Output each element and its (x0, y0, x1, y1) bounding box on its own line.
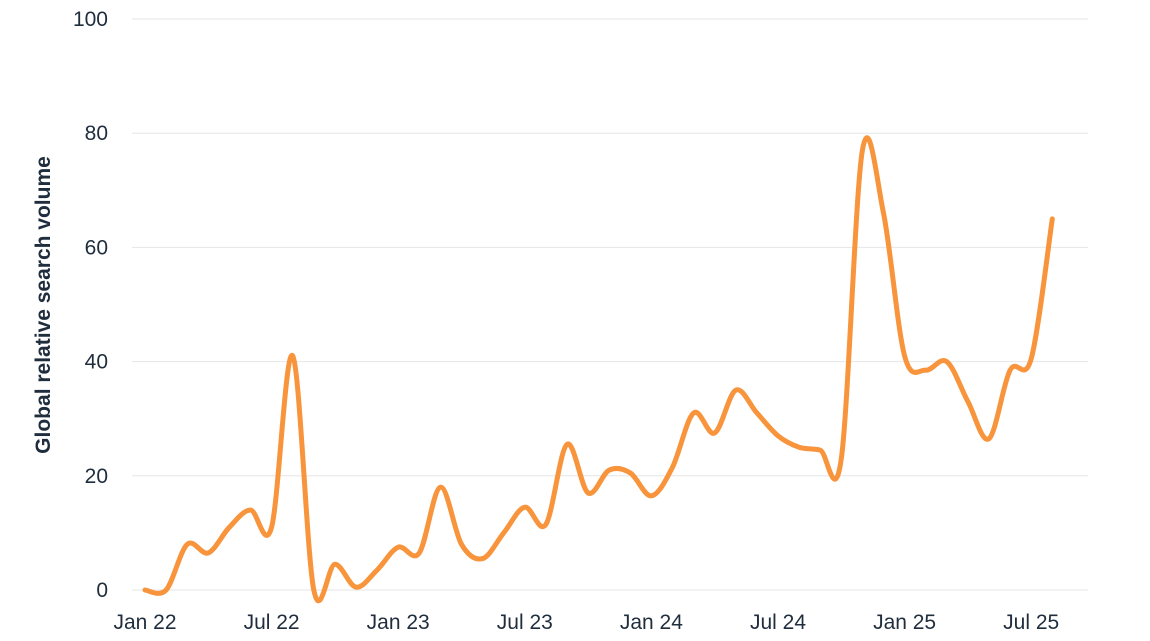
y-tick-label: 40 (85, 351, 108, 374)
data-point (249, 508, 253, 512)
data-point (143, 588, 147, 592)
y-tick-label: 0 (96, 579, 108, 602)
data-point (396, 545, 400, 549)
data-point (755, 411, 759, 415)
x-tick-label: Jan 24 (620, 611, 683, 634)
data-point (438, 485, 442, 489)
data-point (481, 557, 485, 561)
x-tick-label: Jan 25 (873, 611, 936, 634)
data-point (544, 522, 548, 526)
data-point (185, 542, 189, 546)
series-line (142, 135, 1055, 603)
x-tick-label: Jan 23 (367, 611, 430, 634)
y-tick-label: 20 (85, 465, 108, 488)
x-tick-label: Jul 23 (497, 611, 553, 634)
data-point (375, 568, 379, 572)
x-tick-label: Jul 24 (750, 611, 806, 634)
data-point (333, 562, 337, 566)
data-point (586, 491, 590, 495)
x-tick-label: Jan 22 (113, 611, 176, 634)
data-point (987, 437, 991, 441)
data-point (903, 354, 907, 358)
data-point (713, 431, 717, 435)
data-point (649, 494, 653, 498)
data-point (227, 525, 231, 529)
data-point (628, 471, 632, 475)
data-point (797, 445, 801, 449)
data-point (460, 542, 464, 546)
data-point (607, 468, 611, 472)
data-point (671, 465, 675, 469)
y-axis-title: Global relative search volume (32, 156, 55, 454)
y-tick-label: 80 (85, 122, 108, 145)
data-point (945, 360, 949, 364)
data-point (1050, 217, 1054, 221)
data-point (206, 551, 210, 555)
x-tick-label: Jul 22 (244, 611, 300, 634)
y-tick-label: 100 (73, 8, 108, 31)
data-point (818, 448, 822, 452)
data-point (417, 551, 421, 555)
data-point (924, 368, 928, 372)
y-tick-label: 60 (85, 236, 108, 259)
series-layer (142, 135, 1055, 603)
data-point (1008, 368, 1012, 372)
data-point (692, 411, 696, 415)
data-point (776, 434, 780, 438)
data-point (270, 525, 274, 529)
y-tick-labels: 0 20 40 60 80 100 (73, 8, 108, 602)
data-point (523, 505, 527, 509)
x-tick-label: Jul 25 (1003, 611, 1059, 634)
data-point (882, 211, 886, 215)
data-point (291, 354, 295, 358)
data-point (312, 588, 316, 592)
data-point (164, 588, 168, 592)
data-point (860, 148, 864, 152)
x-tick-labels: Jan 22 Jul 22 Jan 23 Jul 23 Jan 24 Jul 24 Jan … (113, 611, 1059, 634)
data-point (839, 457, 843, 461)
data-point (1029, 357, 1033, 361)
data-point (502, 531, 506, 535)
data-point (966, 400, 970, 404)
data-point (565, 442, 569, 446)
data-point (734, 388, 738, 392)
data-point (354, 585, 358, 589)
